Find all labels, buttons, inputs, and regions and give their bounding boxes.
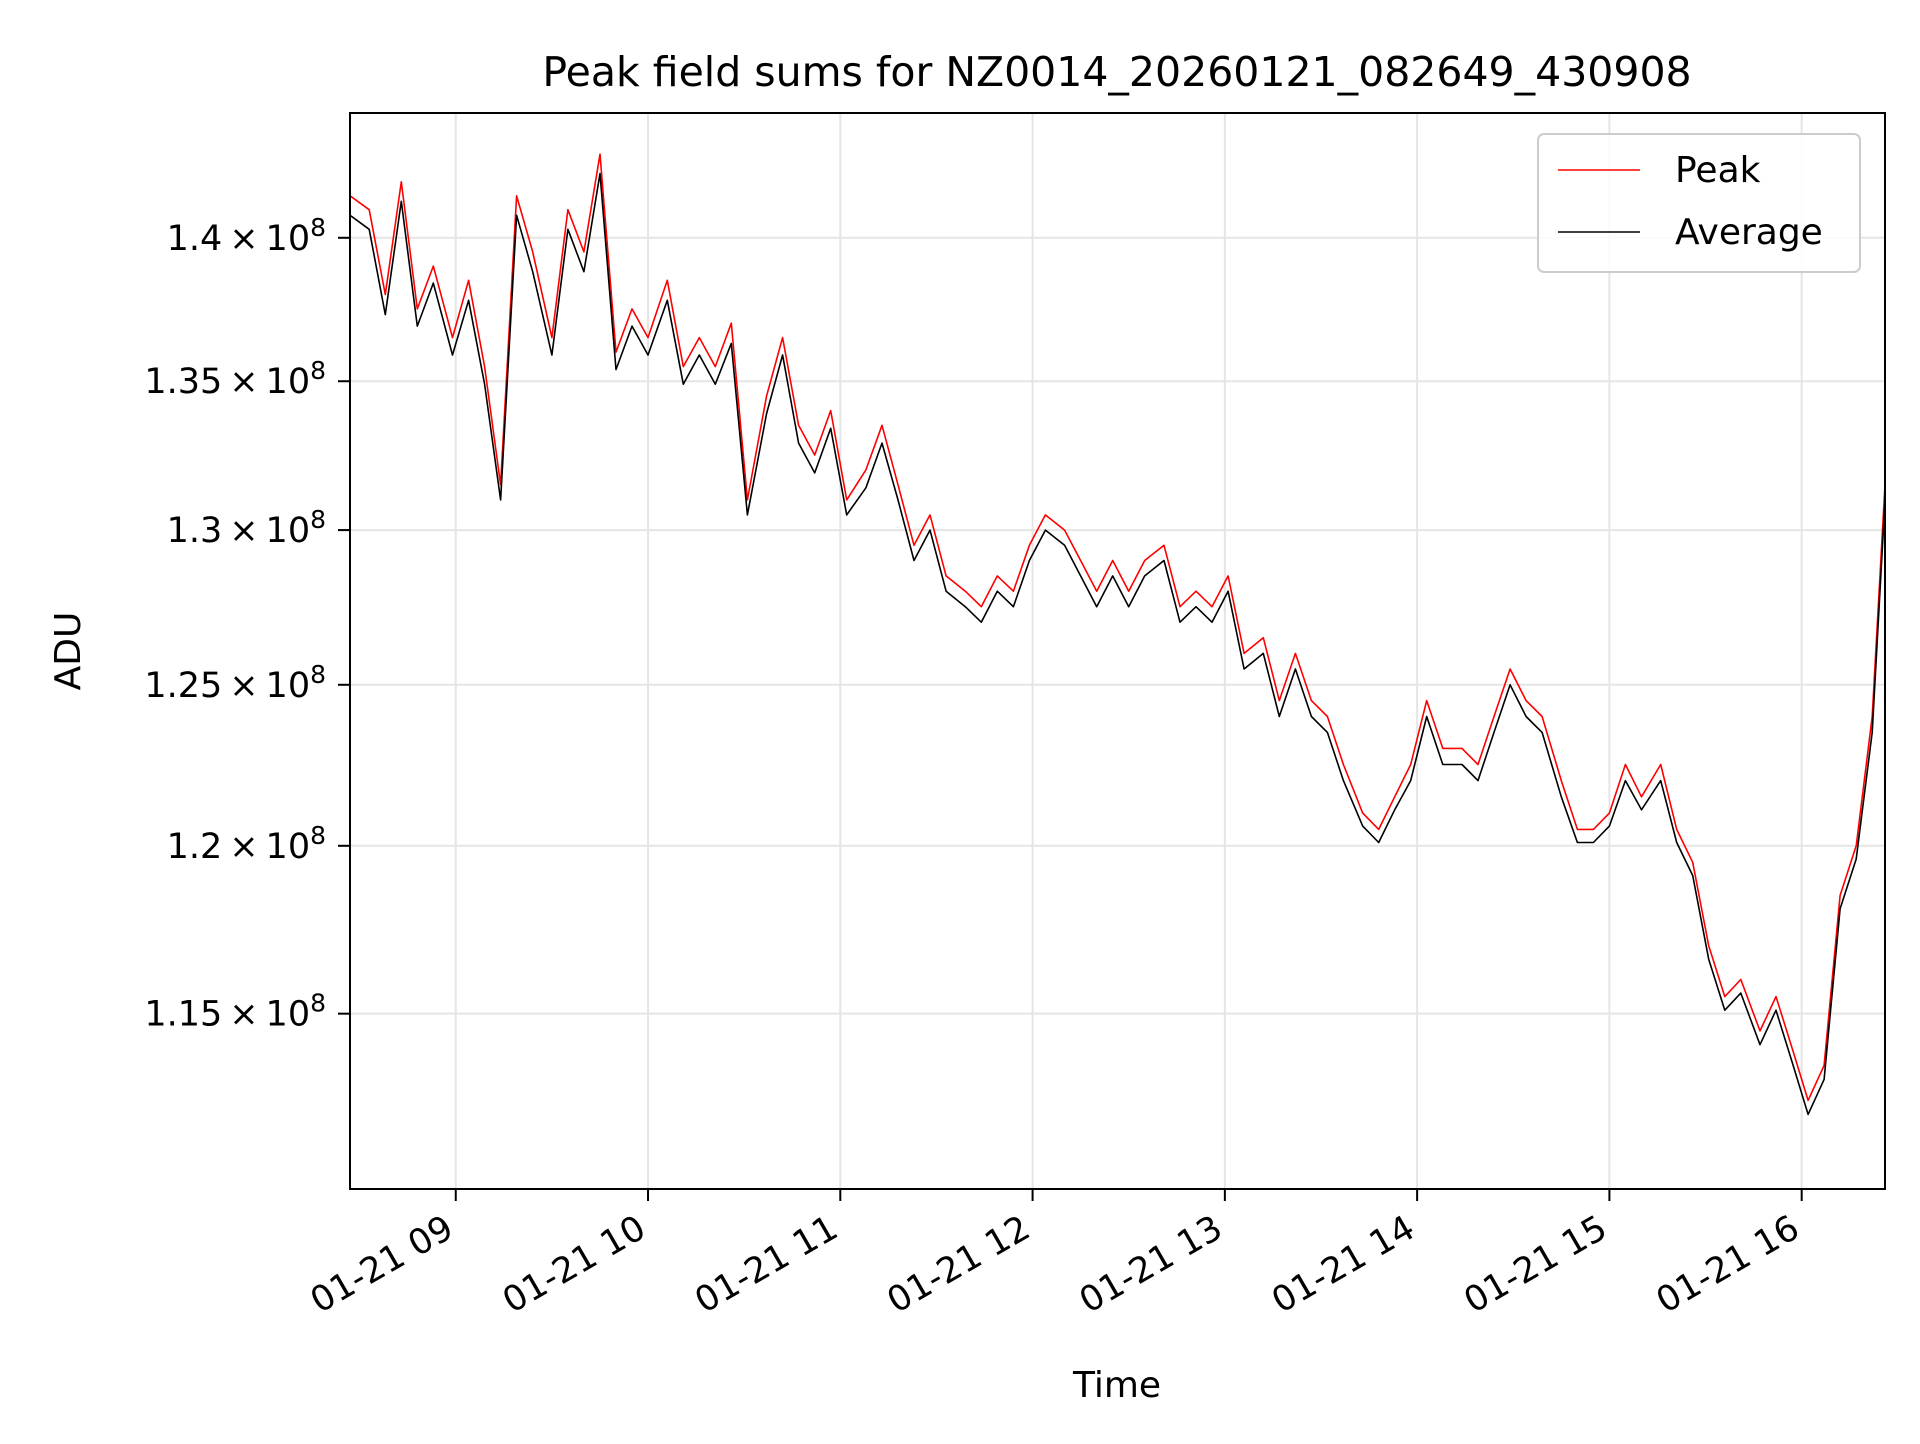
legend: Peak Average: [1537, 133, 1861, 273]
grid-lines: [350, 113, 1885, 1189]
y-tick-label: 1.35 × 108: [144, 356, 326, 402]
chart-title: Peak field sums for NZ0014_20260121_0826…: [542, 48, 1691, 96]
y-tick-label: 1.4 × 108: [167, 213, 326, 259]
series-layer: [350, 153, 1885, 1116]
series-line-average: [350, 172, 1885, 1116]
legend-peak-label: Peak: [1675, 150, 1761, 191]
legend-average-label: Average: [1675, 212, 1823, 253]
plot-area-frame: [349, 112, 1886, 1190]
legend-box: [1537, 133, 1861, 273]
x-axis-label: Time: [1072, 1365, 1161, 1406]
y-axis-label: ADU: [48, 612, 89, 691]
series-line-peak: [350, 153, 1885, 1102]
y-tick-label: 1.3 × 108: [167, 505, 326, 551]
y-tick-label: 1.25 × 108: [144, 660, 326, 706]
y-tick-label: 1.2 × 108: [167, 821, 326, 867]
y-axis-ticks: 1.15 × 108 1.2 × 108 1.25 × 108 1.3 × 108 1.…: [144, 213, 350, 1035]
y-tick-label: 1.15 × 108: [144, 989, 326, 1035]
